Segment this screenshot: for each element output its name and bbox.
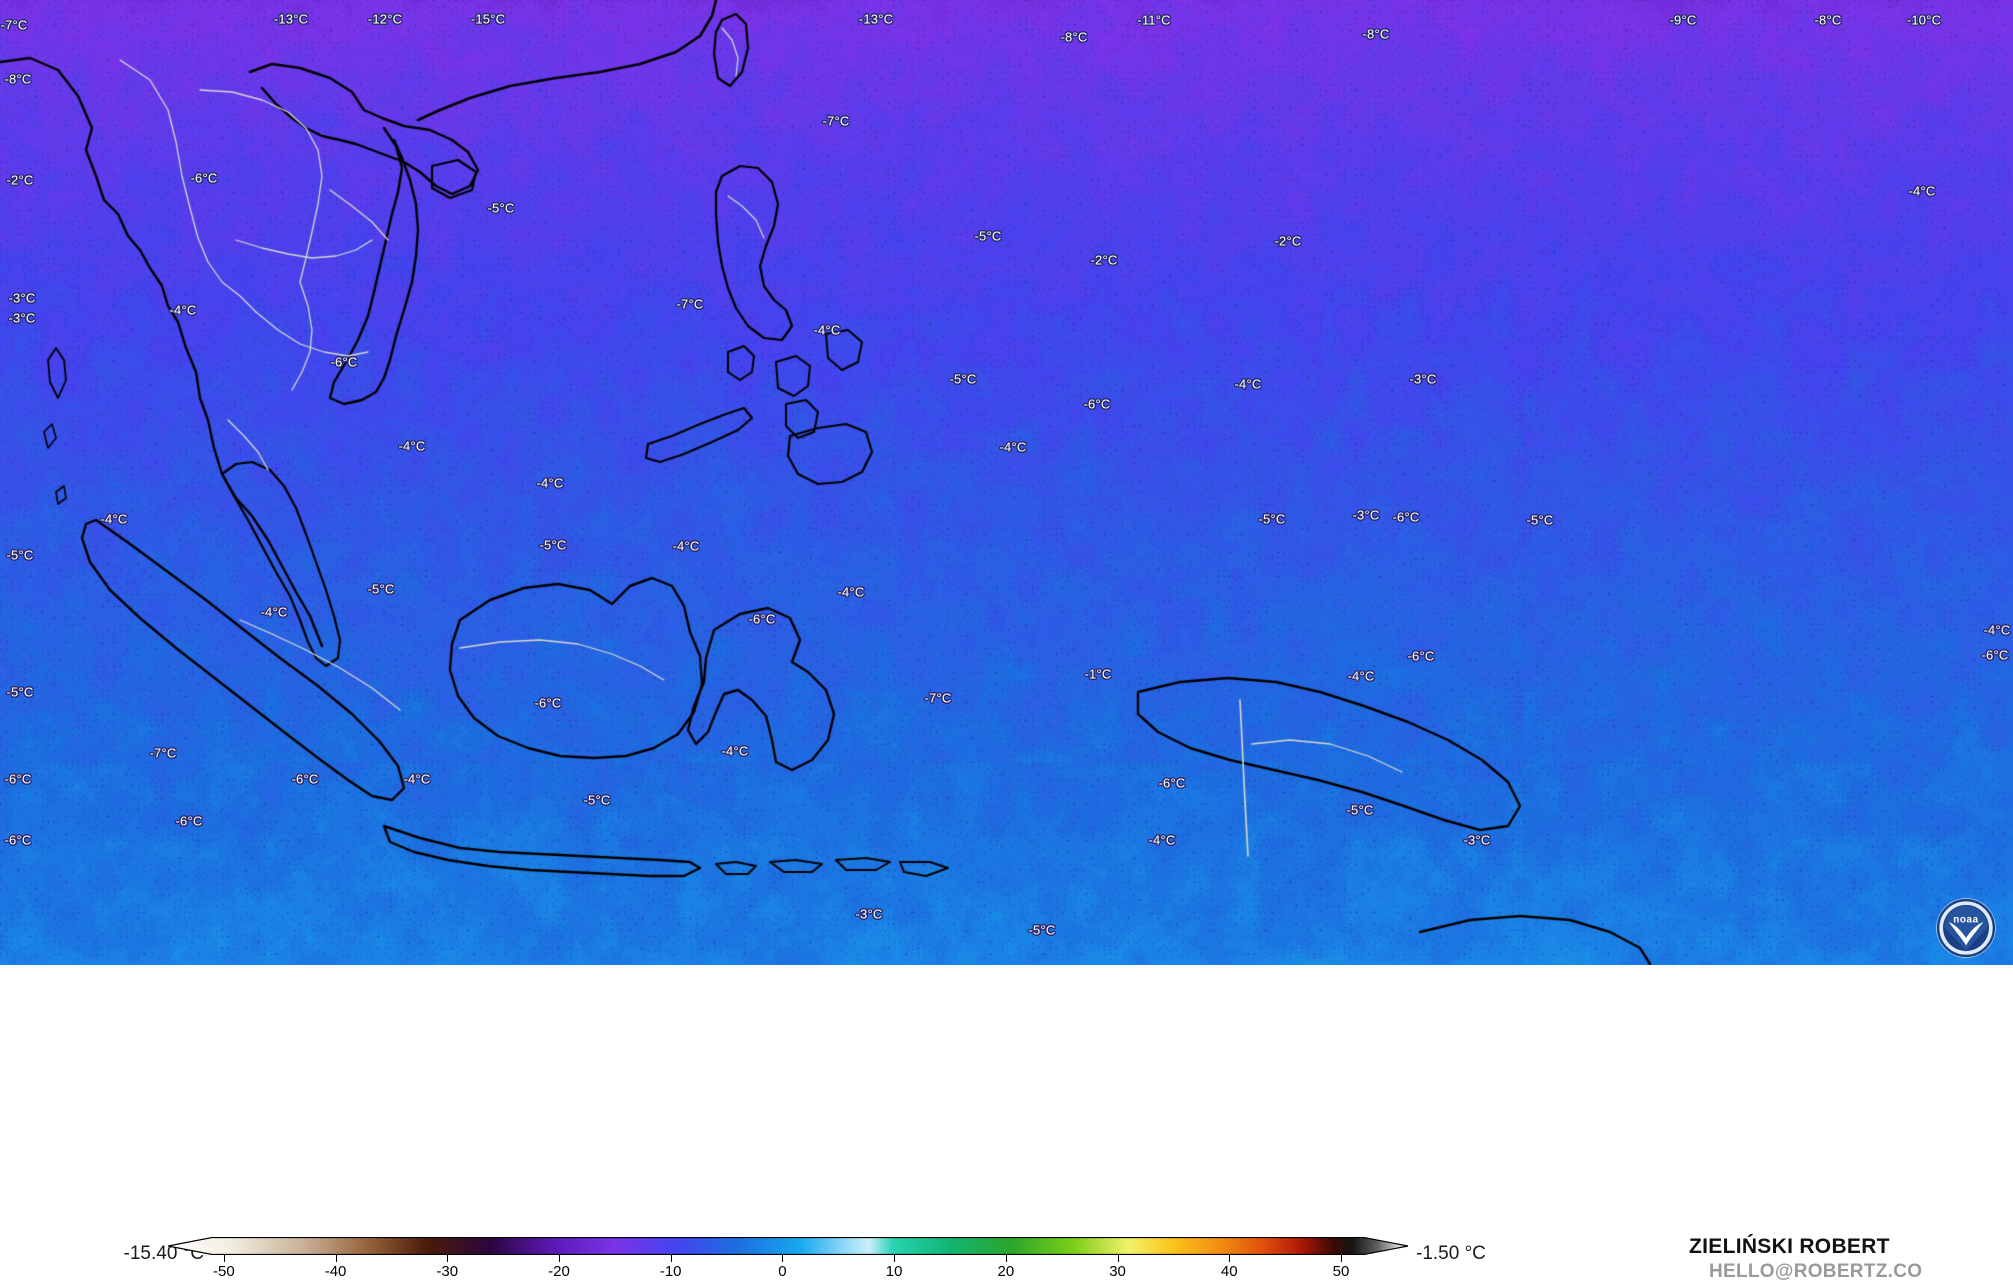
colorbar [168, 1237, 1408, 1255]
colorbar-ticks: -50 -40 -30 -20 -10 0 10 20 30 40 50 [168, 1255, 1408, 1285]
colorbar-tick-mark [223, 1255, 225, 1262]
noaa-logo-text: noaa [1953, 914, 1979, 925]
colorbar-tick-label: 30 [1109, 1263, 1126, 1280]
footer: -15.40 °C -50 -40 -30 -20 -10 0 10 20 30 40 50 [0, 965, 2013, 1287]
colorbar-tick-mark [1117, 1255, 1119, 1262]
temperature-map[interactable]: -13°C -12°C -15°C -13°C -8°C -11°C -8°C -9°C -8°… [0, 0, 2013, 965]
colorbar-tick-label: -10 [659, 1263, 682, 1280]
colorbar-tick-label: 10 [885, 1263, 903, 1280]
colorbar-tick-mark [558, 1255, 560, 1262]
colorbar-tick-label: -50 [213, 1263, 235, 1280]
map-canvas[interactable] [0, 0, 2013, 965]
colorbar-tick-mark [1340, 1255, 1342, 1262]
colorbar-tick-mark [335, 1255, 337, 1262]
legend-max-value: -1.50 °C [1416, 1243, 1486, 1264]
colorbar-tick-mark [1005, 1255, 1007, 1262]
colorbar-tick-label: 20 [997, 1263, 1015, 1280]
colorbar-tick-mark [782, 1255, 784, 1262]
colorbar-tick-label: 0 [778, 1263, 787, 1280]
colorbar-tick-label: -30 [436, 1263, 459, 1280]
colorbar-tick-mark [447, 1255, 449, 1262]
author-name: ZIELIŃSKI ROBERT [1689, 1235, 1890, 1258]
noaa-logo-icon: noaa [1935, 897, 1997, 959]
colorbar-tick-mark [1229, 1255, 1231, 1262]
colorbar-tick-label: -40 [324, 1263, 347, 1280]
colorbar-tick-mark [894, 1255, 896, 1262]
colorbar-tick-mark [670, 1255, 672, 1262]
colorbar-tick-label: 40 [1220, 1263, 1238, 1280]
colorbar-legend: -15.40 °C -50 -40 -30 -20 -10 0 10 20 30 40 50 [0, 1237, 2013, 1287]
author-email: HELLO@ROBERTZ.CO [1709, 1261, 1923, 1282]
colorbar-tick-label: -20 [548, 1263, 570, 1280]
colorbar-tick-label: 50 [1332, 1263, 1350, 1280]
